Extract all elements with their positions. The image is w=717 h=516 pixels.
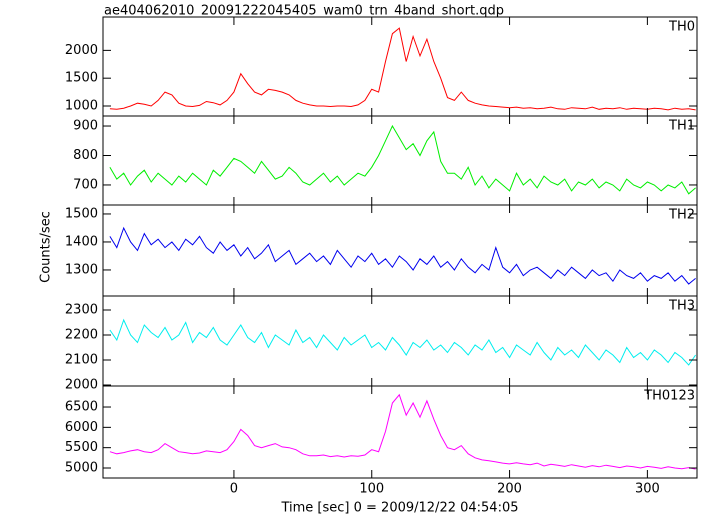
y-axis-label: Counts/sec	[39, 211, 54, 283]
series-line	[109, 27, 696, 111]
panel-label: TH2	[668, 208, 695, 223]
y-tick-label: 2000	[65, 378, 98, 393]
y-tick-label: 2200	[65, 328, 98, 343]
x-tick-label: 0	[230, 482, 238, 497]
x-tick-label: 300	[635, 482, 660, 497]
panel-frame	[102, 204, 698, 297]
y-tick-label: 700	[73, 177, 98, 192]
y-tick-label: 5000	[65, 460, 98, 475]
series-line	[109, 226, 696, 285]
panel-frame	[102, 115, 698, 206]
x-tick-label: 100	[359, 482, 384, 497]
y-tick-label: 1500	[65, 71, 98, 86]
y-tick-label: 5500	[65, 440, 98, 455]
x-tick-label: 200	[497, 482, 522, 497]
y-tick-label: 1500	[65, 206, 98, 221]
y-tick-label: 900	[73, 119, 98, 134]
panel-label: TH0	[668, 20, 695, 35]
series-line	[109, 318, 697, 366]
chart-title: ae404062010_20091222045405_wam0_trn_4ban…	[104, 4, 504, 19]
series-line	[109, 124, 696, 195]
panel-label: TH1	[668, 119, 695, 134]
y-tick-label: 6500	[65, 400, 98, 415]
x-axis-label: Time [sec] 0 = 2009/12/22 04:54:05	[280, 501, 518, 516]
panel-label: TH3	[668, 299, 695, 314]
y-tick-label: 2300	[65, 303, 98, 318]
y-tick-label: 6000	[65, 420, 98, 435]
y-tick-label: 1400	[65, 234, 98, 249]
series-line	[109, 393, 696, 470]
y-tick-label: 1000	[65, 98, 98, 113]
y-tick-label: 800	[73, 148, 98, 163]
y-tick-label: 1300	[65, 262, 98, 277]
panel-frame	[102, 385, 698, 479]
panel-label: TH0123	[643, 389, 695, 404]
y-tick-label: 2000	[65, 43, 98, 58]
y-tick-label: 2100	[65, 353, 98, 368]
